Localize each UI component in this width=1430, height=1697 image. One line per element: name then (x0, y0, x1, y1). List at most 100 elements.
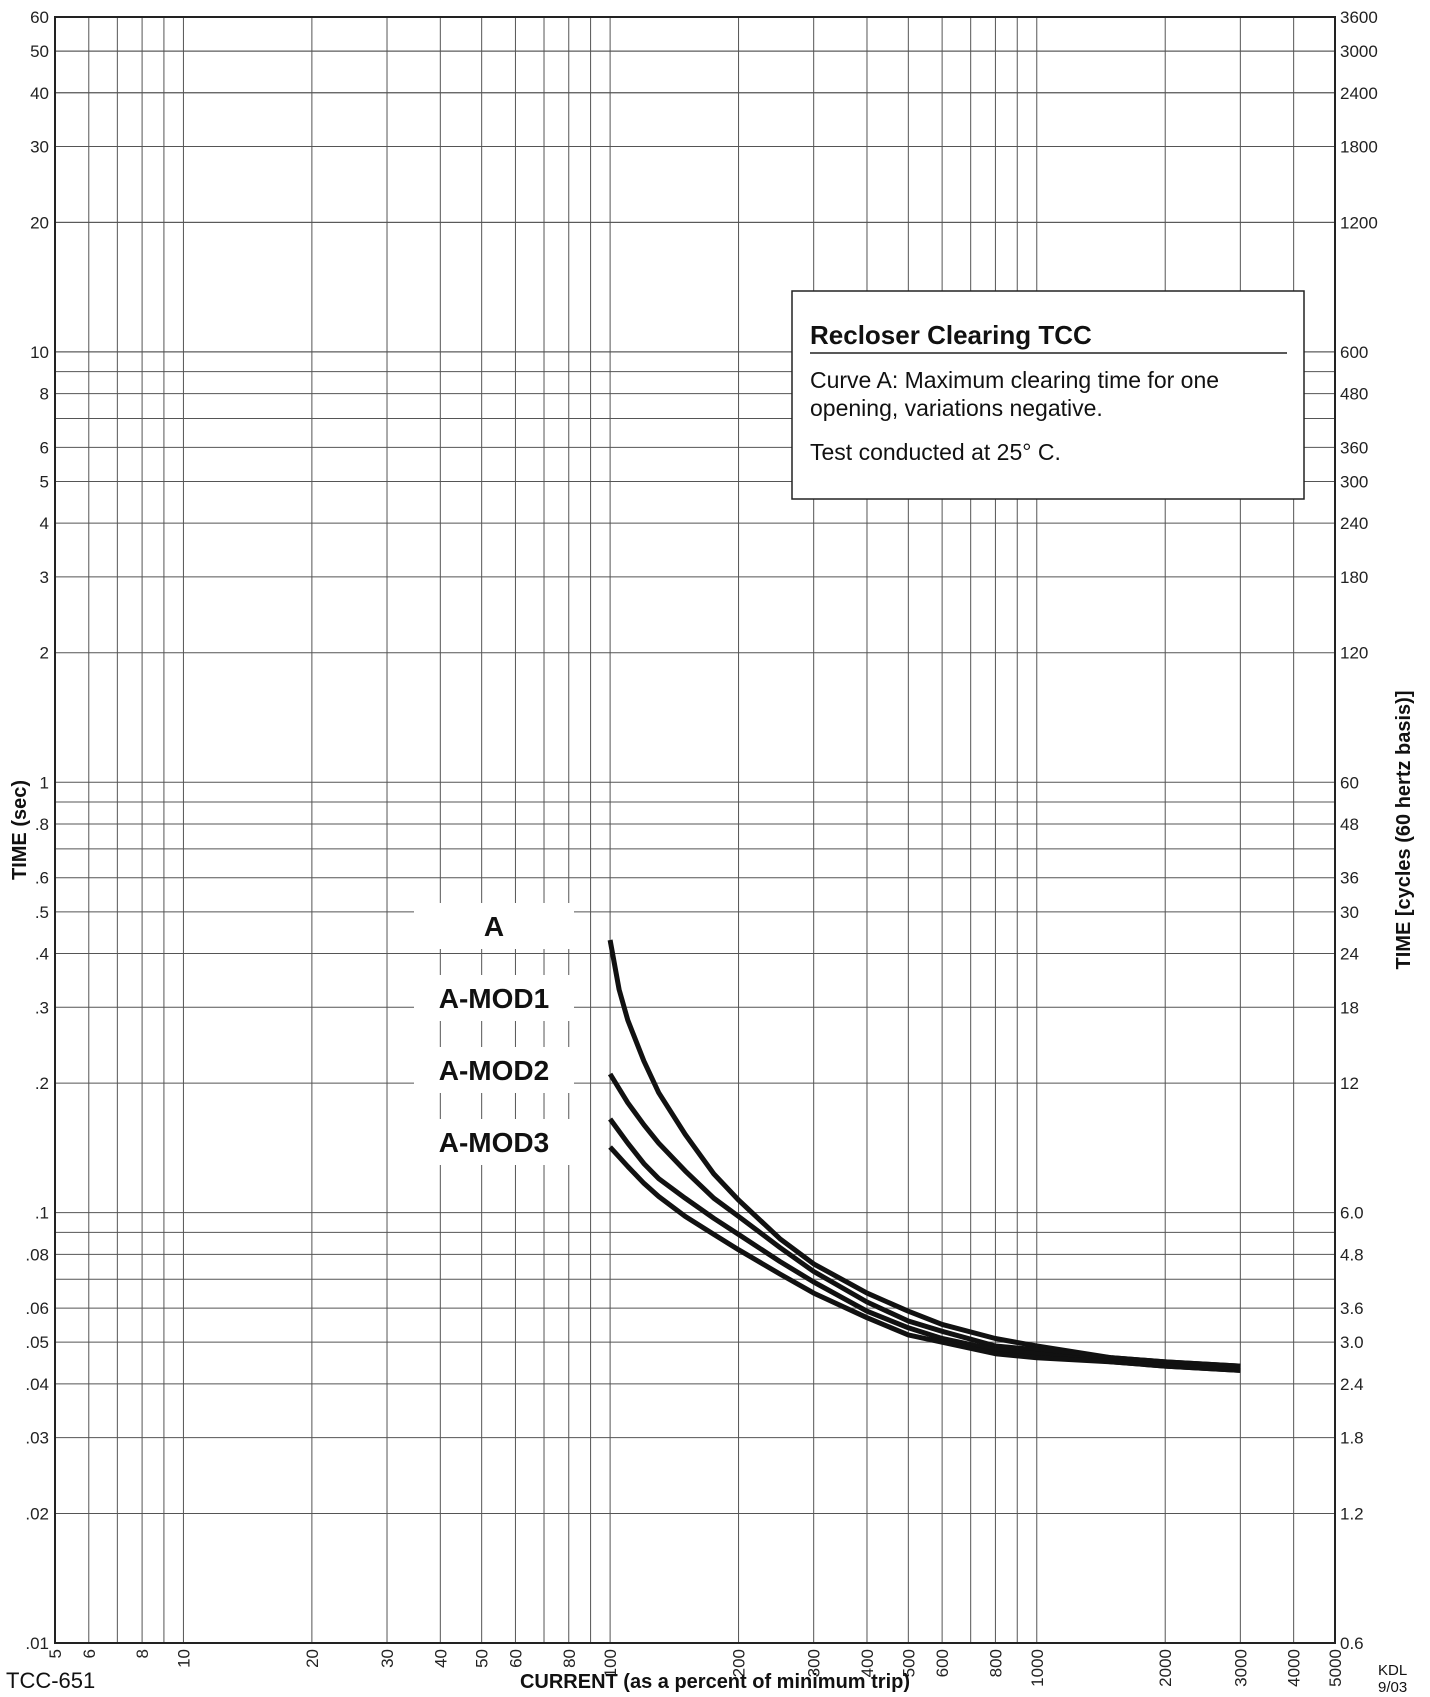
x-tick-label: 50 (473, 1649, 492, 1668)
legend-box: Recloser Clearing TCC Curve A: Maximum c… (791, 290, 1305, 500)
series-line-a (607, 939, 1241, 1369)
y-tick-label-right: 3600 (1340, 8, 1378, 27)
author-date: KDL 9/03 (1378, 1662, 1407, 1696)
x-tick-label: 800 (986, 1649, 1005, 1677)
y-tick-label-right: 3.0 (1340, 1333, 1364, 1352)
x-tick-label: 5 (46, 1649, 65, 1658)
curve-label-a: A (484, 911, 504, 942)
y-tick-label-right: 12 (1340, 1074, 1359, 1093)
curve-label-a-mod3: A-MOD3 (439, 1127, 549, 1158)
y-tick-label-right: 3000 (1340, 42, 1378, 61)
y-tick-label-right: 30 (1340, 903, 1359, 922)
y-tick-label-right: 18 (1340, 998, 1359, 1017)
y-tick-label-left: 20 (30, 213, 49, 232)
y-tick-label-right: 480 (1340, 385, 1368, 404)
y-tick-label-right: 1.8 (1340, 1429, 1364, 1448)
y-tick-label-right: 2.4 (1340, 1375, 1364, 1394)
y-tick-label-right: 120 (1340, 644, 1368, 663)
y-tick-label-left: .2 (35, 1074, 49, 1093)
x-tick-label: 8 (133, 1649, 152, 1658)
y-tick-label-left: .01 (25, 1634, 49, 1653)
x-axis: 5 6 8 10 20 30 40 50 60 80 100 200 300 400 500 600 800 10… (46, 1649, 1345, 1687)
y-tick-label-left: 50 (30, 42, 49, 61)
y-tick-label-right: 180 (1340, 568, 1368, 587)
x-tick-label: 6 (80, 1649, 99, 1658)
curve-label-a-mod1: A-MOD1 (439, 983, 549, 1014)
y-tick-label-left: 8 (40, 385, 49, 404)
series-curves (607, 939, 1241, 1373)
y-tick-label-left: .04 (25, 1375, 49, 1394)
x-tick-label: 100 (601, 1649, 620, 1677)
series-line-a-mod3 (608, 1145, 1241, 1373)
legend-title: Recloser Clearing TCC (810, 320, 1092, 350)
x-tick-label: 500 (899, 1649, 918, 1677)
y-tick-label-left: .1 (35, 1204, 49, 1223)
x-tick-label: 4000 (1285, 1649, 1304, 1687)
y-tick-label-left: 3 (40, 568, 49, 587)
y-axis-right: 3600 3000 2400 1800 1200 600 480 360 300 240 180 12… (1340, 8, 1378, 1653)
y-tick-label-right: 1.2 (1340, 1504, 1364, 1523)
y-tick-label-right: 360 (1340, 438, 1368, 457)
date: 9/03 (1378, 1679, 1408, 1696)
y-tick-label-left: 30 (30, 138, 49, 157)
y-tick-label-left: 60 (30, 8, 49, 27)
y-tick-label-right: 48 (1340, 815, 1359, 834)
y-tick-label-left: .6 (35, 869, 49, 888)
y-tick-label-left: 10 (30, 343, 49, 362)
y-tick-label-left: .02 (25, 1504, 49, 1523)
y-tick-label-left: 2 (40, 644, 49, 663)
series-line-a-mod1 (607, 1072, 1241, 1369)
y-axis-title-left: TIME (sec) (9, 780, 31, 880)
x-tick-label: 10 (174, 1649, 193, 1668)
y-tick-label-right: 600 (1340, 343, 1368, 362)
y-tick-label-left: .03 (25, 1429, 49, 1448)
curve-labels: A A-MOD1 A-MOD2 A-MOD3 (414, 903, 574, 1165)
x-tick-label: 1000 (1028, 1649, 1047, 1687)
y-tick-label-right: 6.0 (1340, 1204, 1364, 1223)
series-line-a-mod2 (608, 1117, 1241, 1373)
y-tick-label-right: 4.8 (1340, 1245, 1364, 1264)
x-tick-label: 300 (805, 1649, 824, 1677)
legend-line-1: Curve A: Maximum clearing time for one (810, 367, 1219, 393)
y-tick-label-left: .3 (35, 998, 49, 1017)
y-tick-label-right: 36 (1340, 869, 1359, 888)
y-axis-title-right: TIME [cycles (60 hertz basis)] (1393, 691, 1415, 970)
y-tick-label-left: 1 (40, 773, 49, 792)
y-tick-label-right: 1200 (1340, 213, 1378, 232)
y-tick-label-right: 0.6 (1340, 1634, 1364, 1653)
y-tick-label-right: 240 (1340, 514, 1368, 533)
author: KDL (1378, 1662, 1408, 1679)
y-axis-left: 60 50 40 30 20 10 8 6 5 4 3 2 1 .8 .6 .5 .4 .3 .2 .1 .08 .06.… (25, 8, 49, 1653)
legend-line-2: opening, variations negative. (810, 395, 1103, 421)
x-axis-title: CURRENT (as a percent of minimum trip) (520, 1671, 910, 1693)
y-tick-label-left: .5 (35, 903, 49, 922)
y-tick-label-right: 60 (1340, 773, 1359, 792)
y-tick-label-left: 5 (40, 472, 49, 491)
y-tick-label-right: 1800 (1340, 138, 1378, 157)
y-tick-label-left: .8 (35, 815, 49, 834)
y-tick-label-left: .05 (25, 1333, 49, 1352)
x-tick-label: 20 (303, 1649, 322, 1668)
y-tick-label-left: .06 (25, 1299, 49, 1318)
x-tick-label: 60 (506, 1649, 525, 1668)
y-tick-label-right: 3.6 (1340, 1299, 1364, 1318)
y-tick-label-left: 40 (30, 84, 49, 103)
plot-frame (54, 16, 1336, 1644)
y-tick-label-left: 4 (40, 514, 49, 533)
x-tick-label: 400 (858, 1649, 877, 1677)
y-tick-label-left: 6 (40, 438, 49, 457)
x-tick-label: 200 (730, 1649, 749, 1677)
y-tick-label-right: 24 (1340, 945, 1359, 964)
x-tick-label: 40 (431, 1649, 450, 1668)
y-tick-label-left: .08 (25, 1245, 49, 1264)
y-tick-label-left: .4 (35, 945, 49, 964)
x-tick-label: 3000 (1231, 1649, 1250, 1687)
y-tick-label-right: 300 (1340, 472, 1368, 491)
legend-line-3: Test conducted at 25° C. (810, 439, 1061, 465)
doc-id: TCC-651 (6, 1668, 96, 1693)
x-tick-label: 2000 (1156, 1649, 1175, 1687)
x-tick-label: 80 (560, 1649, 579, 1668)
x-tick-label: 5000 (1326, 1649, 1345, 1687)
chart-grid (54, 16, 1336, 1644)
